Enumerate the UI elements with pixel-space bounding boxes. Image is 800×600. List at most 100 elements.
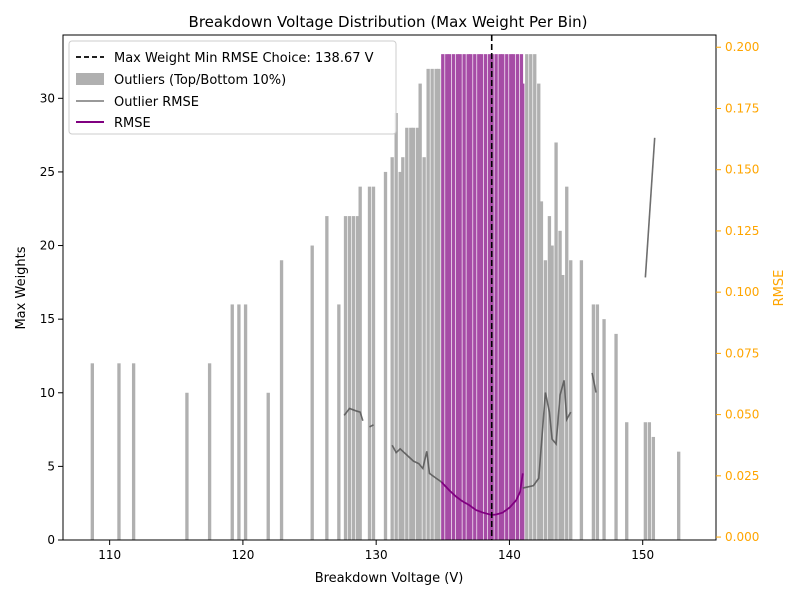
main-bar <box>445 54 449 540</box>
main-bar <box>477 54 481 540</box>
legend-label-choice: Max Weight Min RMSE Choice: 138.67 V <box>114 51 374 66</box>
y2-axis-label: RMSE <box>772 270 787 307</box>
outlier-rmse-line <box>391 444 442 483</box>
main-bar <box>494 54 498 540</box>
outlier-bar <box>90 363 94 540</box>
outlier-bar <box>643 422 648 540</box>
outlier-bar <box>537 83 541 540</box>
outlier-bar <box>409 127 413 540</box>
x-tick-label: 110 <box>98 548 121 562</box>
main-bar <box>509 54 513 540</box>
y2-tick-label: 0.150 <box>725 163 759 177</box>
outlier-bar <box>426 68 430 540</box>
y-tick-label: 15 <box>40 312 55 326</box>
outlier-bar <box>651 436 656 540</box>
rmse-line <box>440 473 524 516</box>
y-tick-label: 0 <box>47 533 55 547</box>
outlier-bar <box>398 171 402 540</box>
outlier-bar <box>554 142 558 540</box>
main-bar <box>462 54 466 540</box>
main-bar <box>458 54 462 540</box>
outlier-bar <box>355 216 360 540</box>
x-tick-label: 140 <box>498 548 521 562</box>
main-bar <box>469 54 473 540</box>
main-bar <box>515 54 520 540</box>
outlier-bar <box>547 216 552 540</box>
outlier-bar <box>405 127 409 540</box>
outlier-rmse-line <box>644 137 656 278</box>
outlier-bar <box>415 127 420 540</box>
outlier-bar <box>602 319 606 540</box>
outlier-bar <box>401 157 405 540</box>
outlier-bar <box>561 274 565 540</box>
outlier-bar <box>243 304 248 540</box>
outlier-bar <box>358 186 362 540</box>
main-bar <box>473 54 477 540</box>
main-bar <box>466 54 470 540</box>
outlier-bar <box>266 392 270 540</box>
y2-tick-label: 0.025 <box>725 469 759 483</box>
outlier-bar <box>347 216 352 540</box>
outlier-bar <box>131 363 136 540</box>
outlier-bar <box>614 333 618 540</box>
outlier-bar <box>625 422 629 540</box>
outlier-bar <box>207 363 212 540</box>
outlier-bar <box>325 216 329 540</box>
outlier-rmse-line <box>369 424 374 428</box>
outlier-bar <box>525 54 529 540</box>
outlier-bar <box>422 157 426 540</box>
outlier-bar <box>533 54 537 540</box>
legend-label-rmse: RMSE <box>114 116 151 131</box>
outlier-bar <box>539 201 544 540</box>
main-bar <box>483 54 488 540</box>
legend-label-outlier-rmse: Outlier RMSE <box>114 95 199 110</box>
outlier-bar <box>558 230 562 540</box>
main-bar <box>455 54 460 540</box>
y-tick-label: 5 <box>47 459 55 473</box>
outlier-bar <box>185 392 189 540</box>
x-tick-label: 150 <box>631 548 654 562</box>
outlier-bar <box>579 260 584 540</box>
outlier-bar <box>279 260 284 540</box>
outlier-rmse-line <box>343 407 364 421</box>
main-bar <box>479 54 484 540</box>
plot-frame <box>62 34 717 541</box>
outlier-bar <box>343 216 348 540</box>
outlier-rmse-line <box>591 372 597 393</box>
y2-tick-label: 0.100 <box>725 285 759 299</box>
y-tick-label: 25 <box>40 165 55 179</box>
y-axis-label: Max Weights <box>14 246 29 329</box>
y2-tick-label: 0.175 <box>725 101 759 115</box>
main-bar <box>505 54 509 540</box>
y-tick-label: 30 <box>40 91 55 105</box>
outlier-bar <box>569 260 573 540</box>
outlier-bar <box>430 68 434 540</box>
outlier-bar <box>237 304 241 540</box>
outlier-bar <box>411 127 416 540</box>
legend-label-outliers: Outliers (Top/Bottom 10%) <box>114 73 286 88</box>
y2-tick-label: 0.000 <box>725 530 759 544</box>
outlier-bar <box>437 68 441 540</box>
outlier-bar <box>371 186 376 540</box>
legend: Max Weight Min RMSE Choice: 138.67 V Out… <box>68 40 397 135</box>
outlier-bar <box>390 157 394 540</box>
chart-title: Breakdown Voltage Distribution (Max Weig… <box>189 13 588 31</box>
y2-tick-label: 0.200 <box>725 40 759 54</box>
outlier-bar <box>434 68 438 540</box>
outlier-bar <box>647 422 652 540</box>
outlier-bar <box>550 245 554 540</box>
y2-tick-label: 0.050 <box>725 408 759 422</box>
outlier-rmse-line <box>522 380 572 489</box>
main-bar <box>451 54 456 540</box>
main-bar <box>498 54 502 540</box>
legend-box <box>68 40 397 135</box>
x-axis-label: Breakdown Voltage (V) <box>315 571 464 586</box>
main-bar <box>511 54 516 540</box>
main-bar <box>487 54 492 540</box>
x-tick-label: 130 <box>365 548 388 562</box>
main-bar <box>501 54 505 540</box>
main-bar <box>441 54 445 540</box>
outlier-bar <box>677 451 681 540</box>
outlier-bar <box>394 113 398 540</box>
